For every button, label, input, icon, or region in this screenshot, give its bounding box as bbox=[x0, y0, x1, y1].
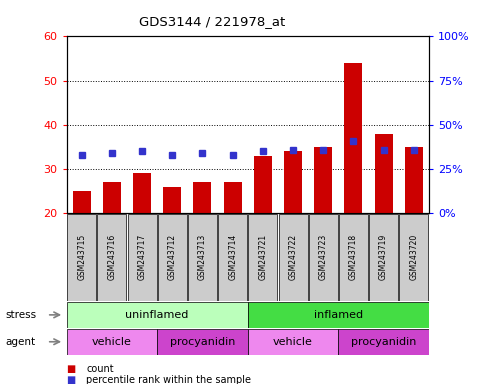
Text: GSM243712: GSM243712 bbox=[168, 234, 177, 280]
Text: GDS3144 / 221978_at: GDS3144 / 221978_at bbox=[139, 15, 285, 28]
Text: ■: ■ bbox=[67, 364, 76, 374]
Bar bbox=[67, 302, 248, 328]
Bar bbox=[344, 63, 362, 213]
Bar bbox=[369, 214, 398, 301]
Text: stress: stress bbox=[5, 310, 36, 320]
Text: ■: ■ bbox=[67, 375, 76, 384]
Text: GSM243714: GSM243714 bbox=[228, 234, 237, 280]
Text: vehicle: vehicle bbox=[273, 337, 313, 347]
Text: GSM243716: GSM243716 bbox=[107, 234, 116, 280]
Bar bbox=[339, 214, 368, 301]
Text: GSM243713: GSM243713 bbox=[198, 234, 207, 280]
Bar bbox=[248, 329, 338, 355]
Text: procyanidin: procyanidin bbox=[170, 337, 235, 347]
Bar bbox=[72, 191, 91, 213]
Bar bbox=[284, 151, 302, 213]
Text: agent: agent bbox=[5, 337, 35, 347]
Bar bbox=[314, 147, 332, 213]
Bar bbox=[309, 214, 338, 301]
Text: percentile rank within the sample: percentile rank within the sample bbox=[86, 375, 251, 384]
Bar bbox=[248, 214, 278, 301]
Bar bbox=[223, 182, 242, 213]
Text: GSM243717: GSM243717 bbox=[138, 234, 146, 280]
Text: GSM243720: GSM243720 bbox=[409, 234, 419, 280]
Text: procyanidin: procyanidin bbox=[351, 337, 416, 347]
Bar bbox=[193, 182, 211, 213]
Text: GSM243722: GSM243722 bbox=[288, 234, 298, 280]
Bar bbox=[399, 214, 428, 301]
Text: GSM243723: GSM243723 bbox=[318, 234, 328, 280]
Bar bbox=[279, 214, 308, 301]
Text: GSM243719: GSM243719 bbox=[379, 234, 388, 280]
Text: uninflamed: uninflamed bbox=[125, 310, 189, 320]
Bar bbox=[254, 156, 272, 213]
Bar bbox=[338, 329, 429, 355]
Bar bbox=[67, 214, 96, 301]
Bar bbox=[163, 187, 181, 213]
Bar bbox=[103, 182, 121, 213]
Bar bbox=[67, 329, 157, 355]
Bar bbox=[133, 174, 151, 213]
Bar bbox=[218, 214, 247, 301]
Text: GSM243721: GSM243721 bbox=[258, 234, 267, 280]
Text: GSM243718: GSM243718 bbox=[349, 234, 358, 280]
Bar bbox=[128, 214, 157, 301]
Bar bbox=[97, 214, 126, 301]
Text: inflamed: inflamed bbox=[314, 310, 363, 320]
Text: count: count bbox=[86, 364, 114, 374]
Text: vehicle: vehicle bbox=[92, 337, 132, 347]
Bar bbox=[157, 329, 248, 355]
Bar bbox=[375, 134, 392, 213]
Bar bbox=[405, 147, 423, 213]
Text: GSM243715: GSM243715 bbox=[77, 234, 86, 280]
Bar bbox=[158, 214, 187, 301]
Bar bbox=[188, 214, 217, 301]
Bar bbox=[248, 302, 429, 328]
